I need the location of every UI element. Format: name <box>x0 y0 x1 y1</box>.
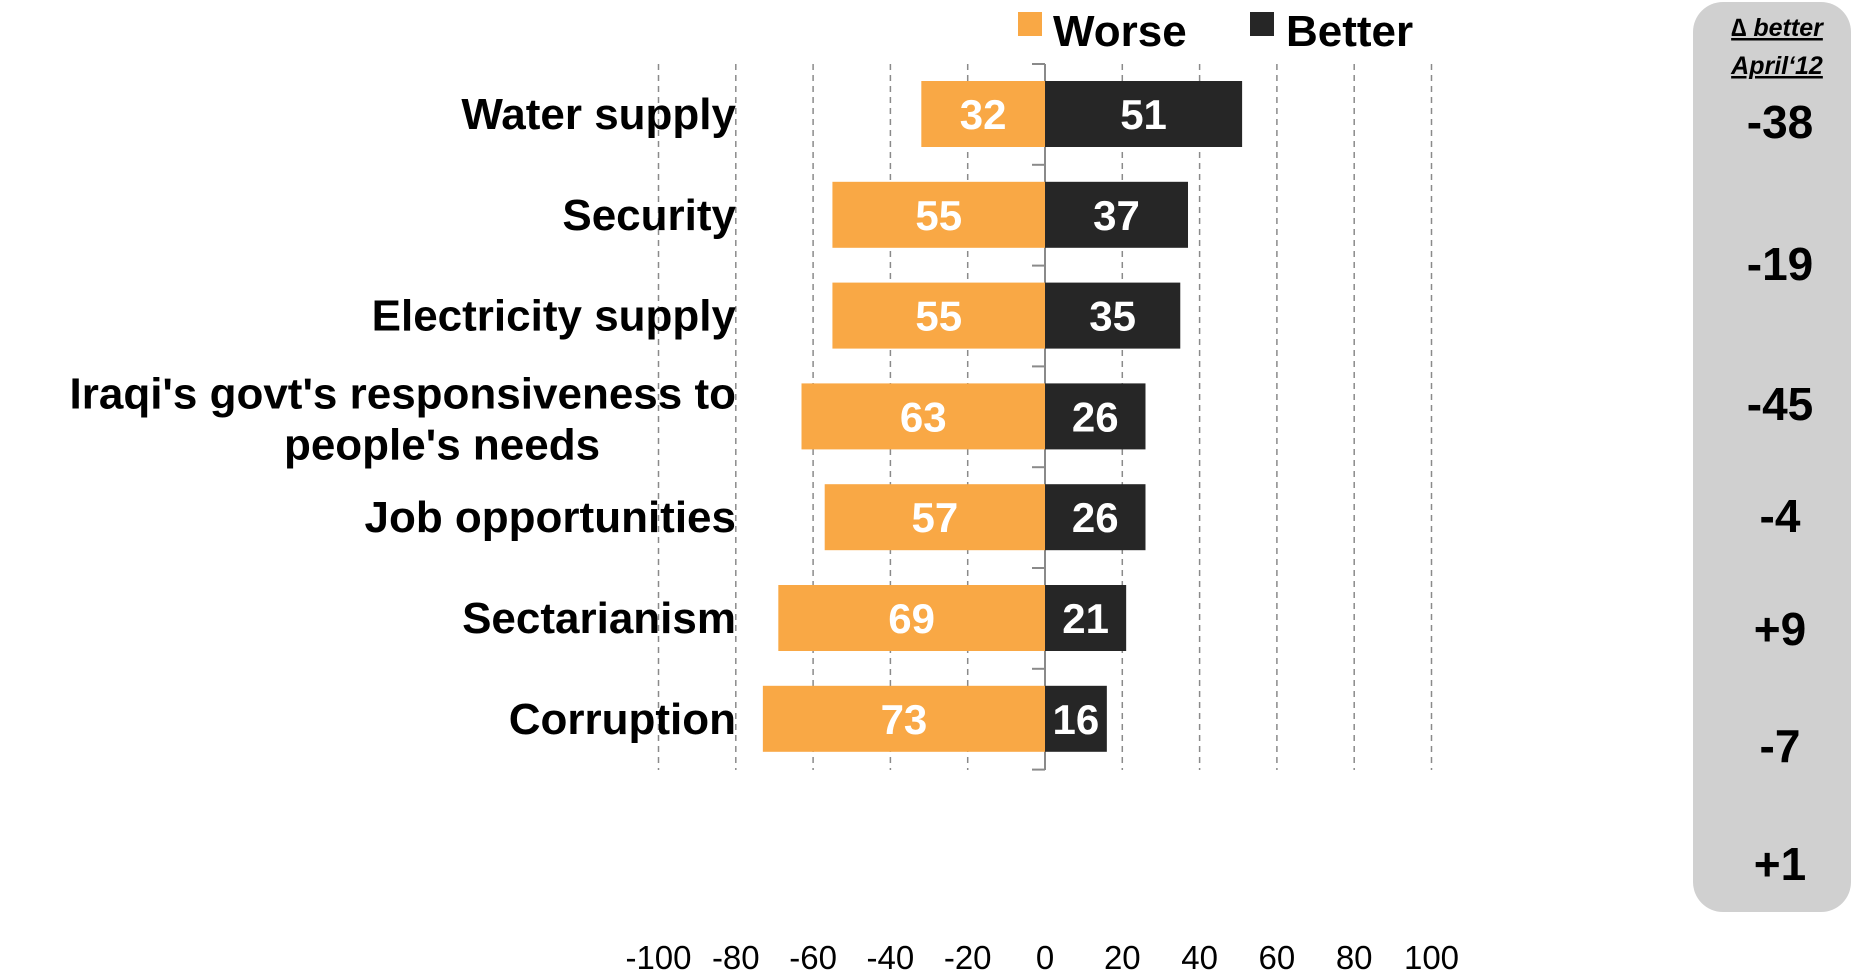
bar-worse <box>801 383 1045 450</box>
delta-value: +1 <box>1754 838 1806 890</box>
delta-header-line2: April‘12 <box>1730 52 1823 80</box>
category-label: Corruption <box>509 695 736 744</box>
x-tick-label: 40 <box>1181 939 1218 974</box>
bar-label-worse: 63 <box>900 393 947 440</box>
bar-better <box>1045 181 1189 248</box>
bar-worse <box>832 181 1045 248</box>
bar-worse <box>778 585 1045 651</box>
bar-label-worse: 55 <box>915 192 962 239</box>
x-tick-label: -20 <box>944 939 992 974</box>
bar-label-worse: 73 <box>881 696 928 743</box>
bar-label-worse: 32 <box>960 91 1007 138</box>
bar-worse <box>921 81 1045 147</box>
category-label: Sectarianism <box>462 594 736 643</box>
category-label-line2: people's needs <box>284 420 600 469</box>
x-tick-label: 80 <box>1336 939 1373 974</box>
delta-value: -7 <box>1760 720 1801 772</box>
category-label: Security <box>562 191 736 240</box>
x-tick-labels: -100 -80 -60 -40 -20 0 20 40 60 80 100 <box>625 939 1459 974</box>
bar-better <box>1045 81 1243 147</box>
bar-label-better: 21 <box>1062 595 1109 642</box>
bar-better <box>1045 383 1146 450</box>
bar-label-worse: 55 <box>915 293 962 340</box>
bar-label-worse: 57 <box>911 494 958 541</box>
x-tick-label: 60 <box>1259 939 1296 974</box>
bar-label-better: 16 <box>1053 696 1100 743</box>
bar-better <box>1045 685 1107 752</box>
bar-label-better: 51 <box>1120 91 1167 138</box>
bar-worse <box>832 282 1045 349</box>
legend-swatch-worse <box>1018 12 1042 36</box>
bar-worse <box>762 685 1045 752</box>
x-tick-label: 20 <box>1104 939 1141 974</box>
x-tick-label: -100 <box>625 939 691 974</box>
delta-value: -4 <box>1760 490 1801 542</box>
delta-panel: ∆ better April‘12 -38 -19 -45 -4 +9 -7 +1 <box>1693 2 1851 912</box>
bar-better <box>1045 282 1181 349</box>
bar-label-better: 35 <box>1089 293 1136 340</box>
delta-value: -45 <box>1747 378 1813 430</box>
x-tick-label: -80 <box>712 939 760 974</box>
delta-value: -19 <box>1747 238 1813 290</box>
bar-label-better: 26 <box>1072 494 1119 541</box>
category-label: Electricity supply <box>372 292 737 341</box>
legend-label-better: Better <box>1286 7 1413 56</box>
legend-swatch-better <box>1250 12 1274 36</box>
bar-label-better: 37 <box>1093 192 1140 239</box>
bars: 32 51 55 37 55 35 63 26 57 26 69 21 73 16 <box>762 81 1243 752</box>
x-tick-label: -60 <box>789 939 837 974</box>
delta-value: +9 <box>1754 603 1806 655</box>
category-label: Job opportunities <box>364 493 736 542</box>
legend-label-worse: Worse <box>1053 7 1187 56</box>
bar-better <box>1045 585 1127 651</box>
bar-better <box>1045 484 1146 551</box>
bar-label-better: 26 <box>1072 393 1119 440</box>
category-label-line1: Iraqi's govt's responsiveness to <box>70 369 737 418</box>
bar-label-worse: 69 <box>888 595 935 642</box>
delta-panel-background <box>1693 2 1851 912</box>
x-tick-label: 100 <box>1404 939 1459 974</box>
delta-header-line1: ∆ better <box>1731 14 1824 42</box>
category-label: Water supply <box>461 90 736 139</box>
delta-value: -38 <box>1747 96 1813 148</box>
x-tick-label: 0 <box>1036 939 1054 974</box>
bar-worse <box>824 484 1045 551</box>
legend: Worse Better <box>1018 7 1413 56</box>
x-tick-label: -40 <box>867 939 915 974</box>
category-labels: Water supply Security Electricity supply Ir… <box>70 90 737 744</box>
